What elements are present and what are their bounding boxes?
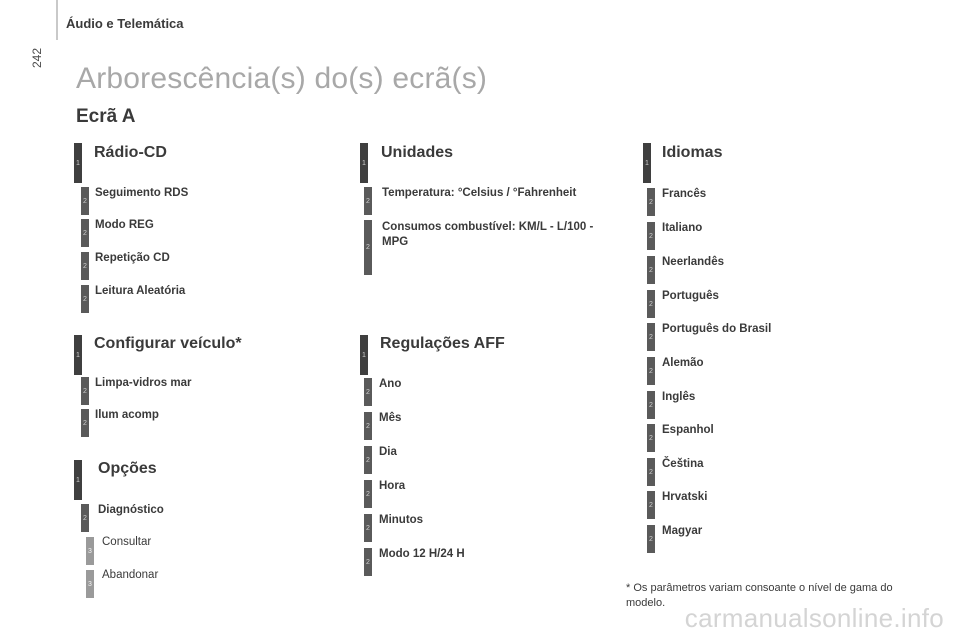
level-2-marker: 2 xyxy=(81,252,89,280)
menu-heading-regulacoes-aff: Regulações AFF xyxy=(380,335,505,352)
section-header: Áudio e Telemática xyxy=(66,16,184,31)
level-2-marker: 2 xyxy=(647,290,655,318)
menu-heading-idiomas: Idiomas xyxy=(662,144,723,161)
header-divider xyxy=(56,0,58,40)
level-2-marker: 2 xyxy=(81,377,89,405)
menu-item-espanhol: Espanhol xyxy=(662,424,714,436)
level-2-marker: 2 xyxy=(364,220,372,275)
menu-item-abandonar: Abandonar xyxy=(102,569,159,581)
level-2-marker: 2 xyxy=(647,424,655,452)
menu-item-consultar: Consultar xyxy=(102,536,152,548)
page-title: Arborescência(s) do(s) ecrã(s) xyxy=(76,62,488,95)
footnote: * Os parâmetros variam consoante o nível… xyxy=(626,582,893,609)
level-2-marker: 2 xyxy=(647,222,655,250)
menu-item-minutos: Minutos xyxy=(379,514,424,526)
menu-heading-opcoes: Opções xyxy=(98,460,157,477)
menu-item-temperatura: Temperatura: °Celsius / °Fahrenheit xyxy=(382,187,577,199)
menu-heading-radio-cd: Rádio-CD xyxy=(94,144,167,161)
menu-item-mes: Mês xyxy=(379,412,402,424)
level-1-marker: 1 xyxy=(74,460,82,500)
level-2-marker: 2 xyxy=(81,187,89,215)
level-2-marker: 2 xyxy=(364,412,372,440)
screen-subtitle: Ecrã A xyxy=(76,106,136,127)
level-2-marker: 2 xyxy=(364,480,372,508)
menu-item-diagnostico: Diagnóstico xyxy=(98,504,164,516)
level-2-marker: 2 xyxy=(647,323,655,351)
watermark: carmanualsonline.info xyxy=(684,603,944,633)
level-2-marker: 2 xyxy=(647,357,655,385)
menu-item-modo-12-24: Modo 12 H/24 H xyxy=(379,548,465,560)
level-1-marker: 1 xyxy=(74,143,82,183)
level-2-marker: 2 xyxy=(81,285,89,313)
menu-item-modo-reg: Modo REG xyxy=(95,219,154,231)
menu-item-seguimento-rds: Seguimento RDS xyxy=(95,187,189,199)
menu-item-consumos: Consumos combustível: KM/L - L/100 - MPG xyxy=(382,221,594,248)
menu-heading-unidades: Unidades xyxy=(381,144,454,161)
menu-item-cestina: Čeština xyxy=(662,458,704,470)
level-2-marker: 2 xyxy=(364,548,372,576)
level-1-marker: 1 xyxy=(643,143,651,183)
menu-item-ano: Ano xyxy=(379,378,402,390)
level-2-marker: 2 xyxy=(364,514,372,542)
menu-item-magyar: Magyar xyxy=(662,525,703,537)
menu-item-portugues-brasil: Português do Brasil xyxy=(662,323,772,335)
menu-item-hora: Hora xyxy=(379,480,406,492)
menu-heading-configurar-veiculo: Configurar veículo* xyxy=(94,335,242,352)
level-1-marker: 1 xyxy=(360,143,368,183)
menu-item-dia: Dia xyxy=(379,446,397,458)
level-2-marker: 2 xyxy=(364,187,372,215)
level-2-marker: 2 xyxy=(647,188,655,216)
menu-item-alemao: Alemão xyxy=(662,357,704,369)
menu-item-portugues: Português xyxy=(662,290,719,302)
level-2-marker: 2 xyxy=(364,446,372,474)
level-2-marker: 2 xyxy=(81,504,89,532)
level-2-marker: 2 xyxy=(647,256,655,284)
level-2-marker: 2 xyxy=(647,391,655,419)
page-number: 242 xyxy=(30,47,44,68)
level-2-marker: 2 xyxy=(647,525,655,553)
level-3-marker: 3 xyxy=(86,570,94,598)
level-2-marker: 2 xyxy=(647,491,655,519)
menu-item-italiano: Italiano xyxy=(662,222,703,234)
menu-item-leitura-aleatoria: Leitura Aleatória xyxy=(95,285,186,297)
menu-item-limpa-vidros: Limpa-vidros mar xyxy=(95,377,192,389)
menu-item-ingles: Inglês xyxy=(662,391,696,403)
level-2-marker: 2 xyxy=(81,409,89,437)
level-2-marker: 2 xyxy=(81,219,89,247)
level-2-marker: 2 xyxy=(364,378,372,406)
level-1-marker: 1 xyxy=(74,335,82,375)
menu-item-frances: Francês xyxy=(662,188,707,200)
menu-item-neerlandes: Neerlandês xyxy=(662,256,725,268)
menu-item-ilum-acomp: Ilum acomp xyxy=(95,409,159,421)
menu-item-repeticao-cd: Repetição CD xyxy=(95,252,170,264)
menu-item-hrvatski: Hrvatski xyxy=(662,491,708,503)
level-2-marker: 2 xyxy=(647,458,655,486)
level-3-marker: 3 xyxy=(86,537,94,565)
level-1-marker: 1 xyxy=(360,335,368,375)
